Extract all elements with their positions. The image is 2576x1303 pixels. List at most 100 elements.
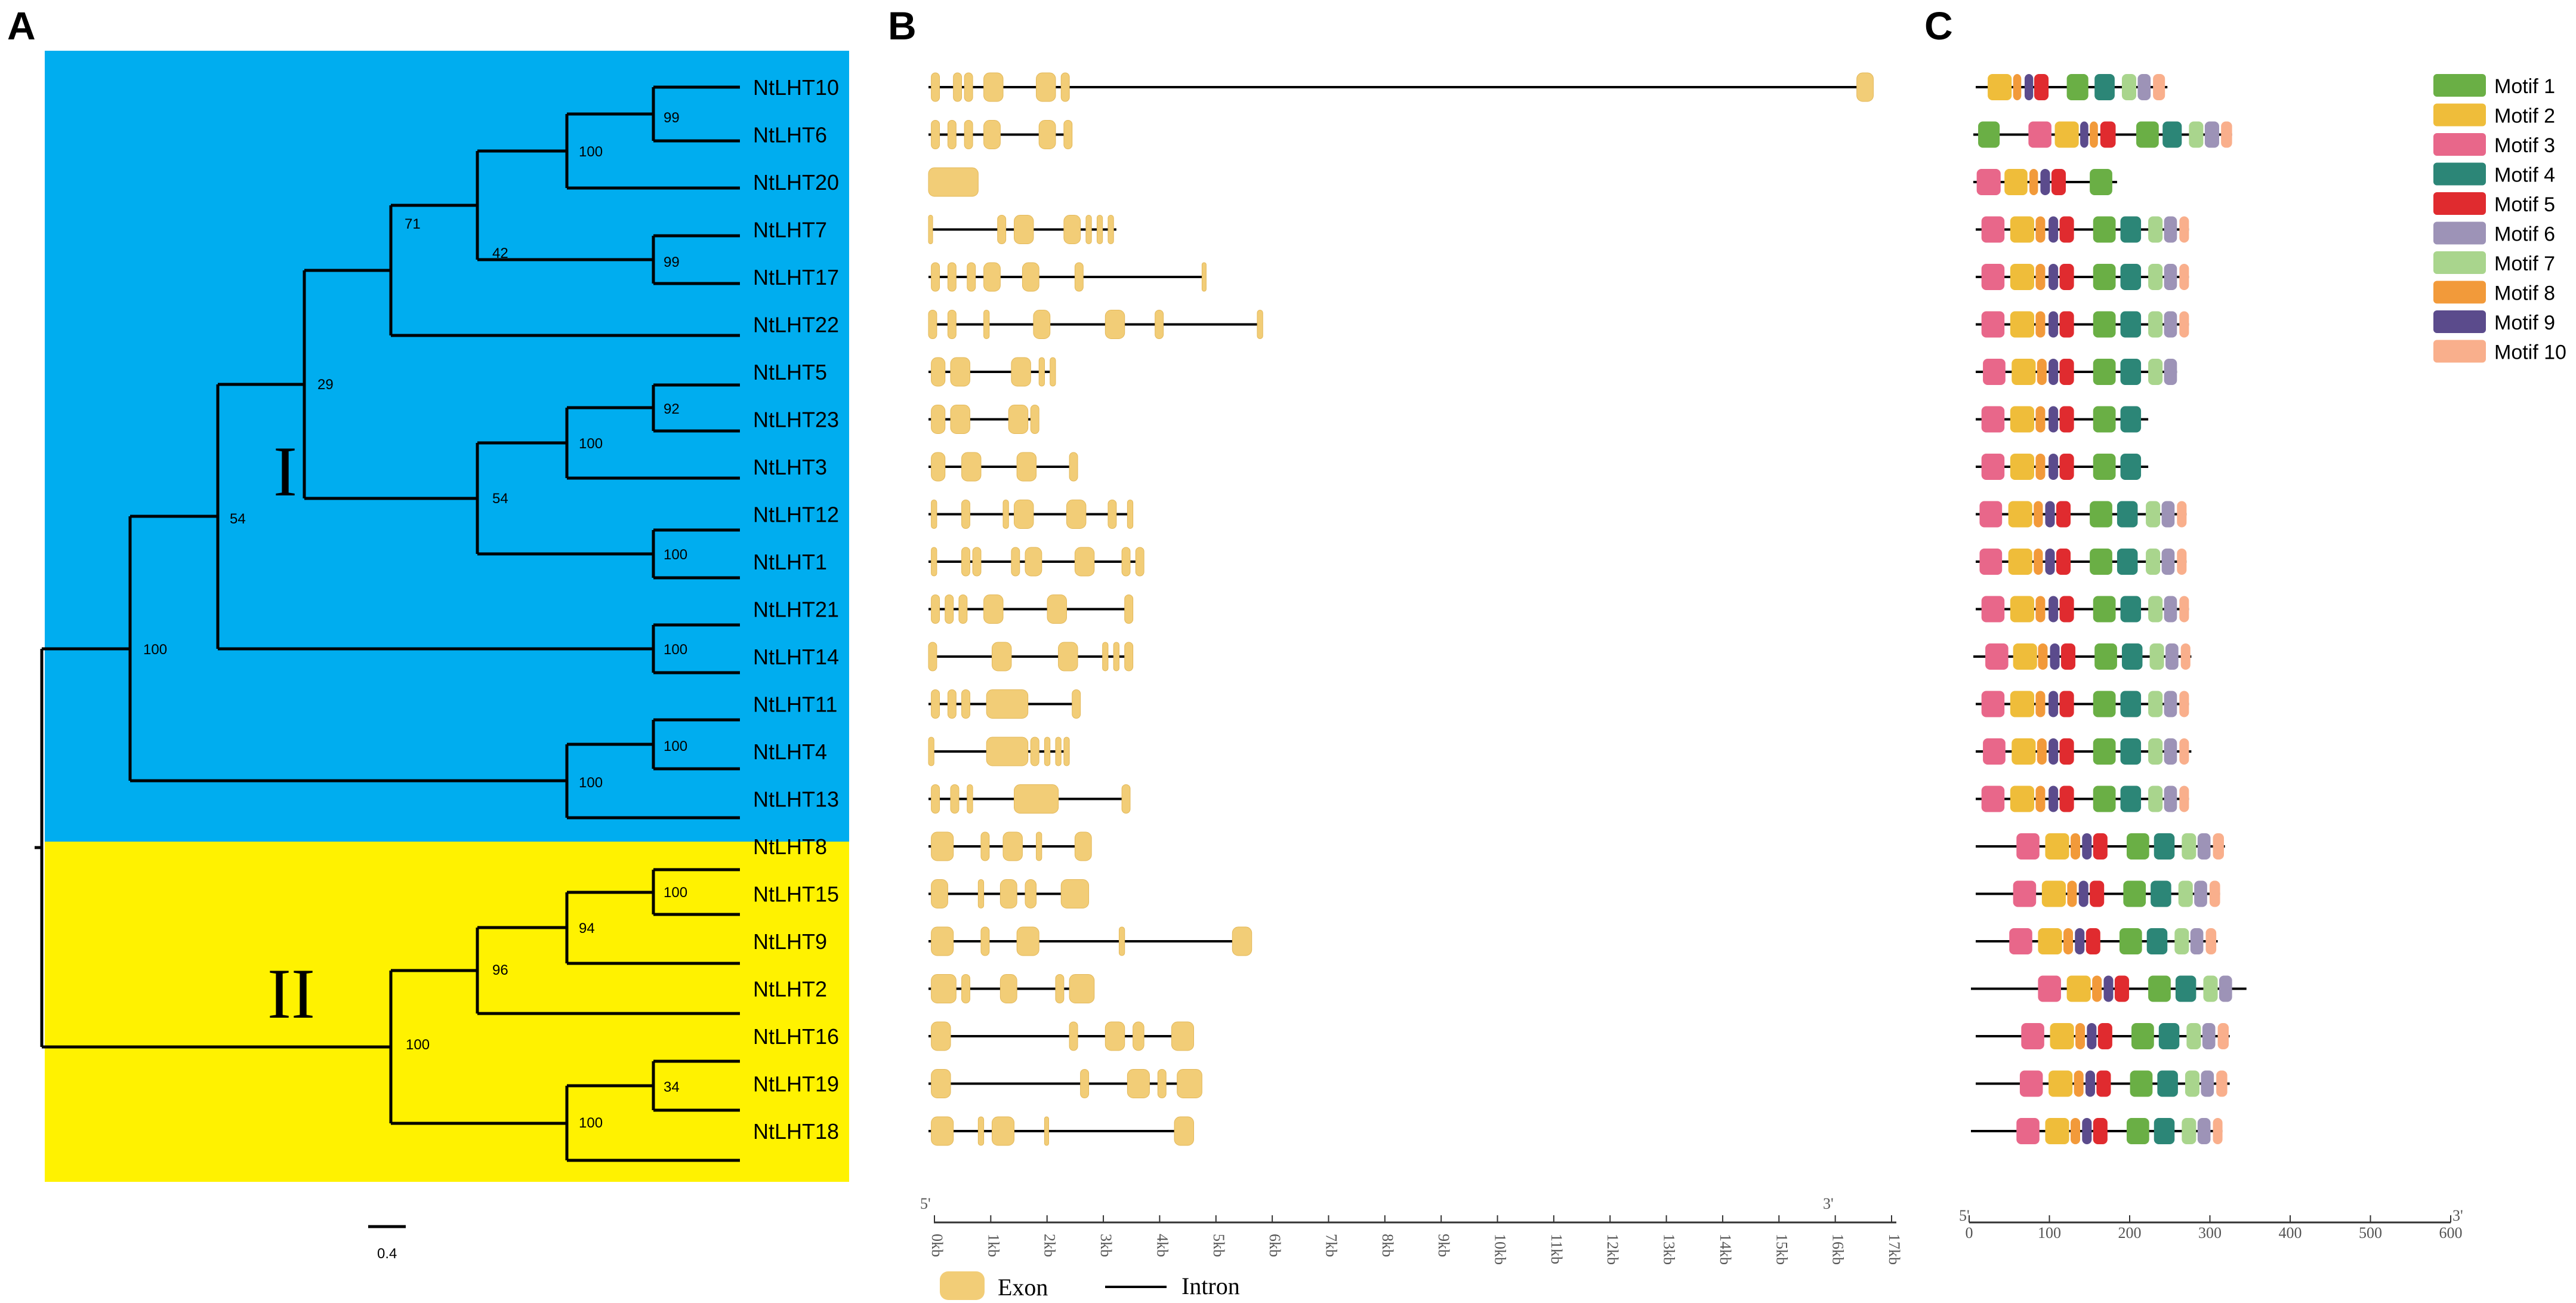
exon-box <box>961 547 970 577</box>
motif-row <box>1976 880 2220 907</box>
motif-box <box>2010 406 2034 433</box>
motif-box <box>2154 833 2175 860</box>
motif-box <box>2050 643 2060 670</box>
motif-box <box>2059 691 2074 717</box>
gene-structure-row <box>928 784 1131 814</box>
motif-box <box>2179 738 2189 765</box>
motif-box <box>2010 786 2034 812</box>
motif-box <box>2013 643 2037 670</box>
bootstrap-value: 71 <box>405 216 421 232</box>
motif-box <box>2067 880 2077 907</box>
exon-box <box>1016 452 1037 482</box>
motif-legend-swatch <box>2433 310 2486 333</box>
leaf-labels: NtLHT10 NtLHT6 NtLHT20 NtLHT7 NtLHT17 NtLHT22… <box>753 75 839 1144</box>
motif-box <box>2174 928 2189 954</box>
exon-box <box>947 689 957 719</box>
motif-box <box>1983 738 2006 765</box>
bootstrap-value: 92 <box>664 401 680 417</box>
exon-box <box>931 500 937 529</box>
panel-label-c: C <box>1924 4 1953 48</box>
gene-structure-row <box>928 215 1116 244</box>
motif-box <box>2049 454 2059 480</box>
motif-box <box>2049 359 2059 385</box>
motif-box <box>2035 691 2046 717</box>
motif-box <box>2051 169 2066 195</box>
motif-box <box>2213 833 2224 860</box>
motif-box <box>1983 359 2006 385</box>
motif-legend-label: Motif 6 <box>2494 223 2555 246</box>
motif-box <box>1976 169 2001 195</box>
exon-box <box>999 879 1017 908</box>
motif-box <box>2086 928 2100 954</box>
exon-box <box>1107 215 1114 244</box>
exon-box <box>991 642 1012 671</box>
motif-box <box>2035 786 2046 812</box>
motif-box <box>1978 121 2000 148</box>
bootstrap-value: 96 <box>492 962 508 978</box>
motif-box <box>2190 928 2204 954</box>
leaf-label: NtLHT19 <box>753 1072 839 1096</box>
motif-box <box>2090 880 2105 907</box>
motif-legend-label: Motif 7 <box>2494 252 2555 275</box>
exon-box <box>1121 547 1131 577</box>
protein-axis-tick-label: 300 <box>2198 1224 2222 1242</box>
motif-row <box>1976 264 2189 290</box>
exon-box <box>931 1069 951 1098</box>
protein-axis-tick-label: 0 <box>1966 1224 1973 1242</box>
leaf-label: NtLHT22 <box>753 313 839 337</box>
exon-box <box>983 120 1001 149</box>
motif-box <box>1981 406 2005 433</box>
motif-row <box>1976 928 2218 954</box>
motif-box <box>2120 786 2142 812</box>
gene-axis-tick-label: 3kb <box>1097 1234 1115 1257</box>
exon-box <box>1069 974 1095 1003</box>
motif-box <box>2092 975 2102 1002</box>
exon-box <box>983 594 1004 624</box>
exon-box <box>983 72 1004 102</box>
gene-structure-row <box>928 1069 1202 1098</box>
motif-box <box>2063 928 2074 954</box>
leaf-label: NtLHT8 <box>753 834 827 859</box>
motif-box <box>2049 691 2059 717</box>
gene-structures <box>928 72 1874 1146</box>
gene-structure-row <box>928 167 979 197</box>
motif-row <box>1976 1023 2230 1049</box>
exon-box <box>947 120 957 149</box>
bootstrap-value: 100 <box>579 436 603 452</box>
motif-box <box>2177 501 2187 528</box>
motif-box <box>2197 833 2211 860</box>
bootstrap-value: 100 <box>579 775 603 791</box>
motif-box <box>2137 74 2151 100</box>
bootstrap-value: 54 <box>492 491 508 507</box>
motif-row <box>1976 833 2225 860</box>
motif-box <box>2034 501 2043 528</box>
gene-structure-row <box>928 831 1092 861</box>
exon-box <box>1124 642 1134 671</box>
exon-box <box>950 357 970 387</box>
exon-box <box>931 357 946 387</box>
motif-box <box>2093 833 2108 860</box>
motif-box <box>2060 643 2076 670</box>
exon-box <box>1257 310 1263 339</box>
exon-box <box>947 310 957 339</box>
motif-box <box>2045 833 2069 860</box>
exon-box <box>947 262 957 292</box>
exon-box <box>1096 215 1103 244</box>
motif-box <box>2221 121 2232 148</box>
motif-box <box>2121 74 2137 100</box>
motif-box <box>2094 643 2117 670</box>
motif-box <box>2050 1023 2074 1049</box>
motif-box <box>2164 786 2177 812</box>
motif-box <box>2216 1070 2228 1097</box>
motif-box <box>2209 880 2220 907</box>
gene-structure-row <box>928 72 1874 102</box>
motif-box <box>2201 1070 2214 1097</box>
motif-box <box>2035 454 2046 480</box>
motif-row <box>1976 359 2177 385</box>
motif-box <box>2024 74 2034 100</box>
motif-legend-label: Motif 2 <box>2494 105 2555 128</box>
exon-box <box>1022 262 1039 292</box>
exon-box <box>1030 405 1039 434</box>
motif-box <box>2189 121 2204 148</box>
exon-box <box>983 262 1001 292</box>
